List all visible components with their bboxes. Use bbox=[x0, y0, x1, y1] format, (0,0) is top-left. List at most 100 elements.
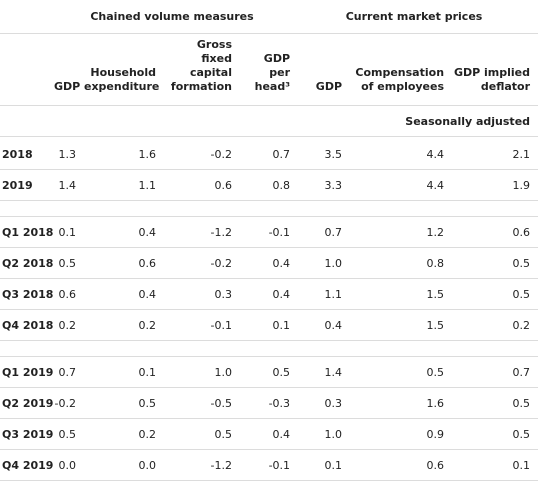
table-row: Q2 2019 -0.2 0.5 -0.5 -0.3 0.3 1.6 0.5 bbox=[0, 387, 538, 419]
table-cell: 0.5 bbox=[452, 418, 538, 450]
table-cell: 0.5 bbox=[84, 387, 164, 419]
table-cell: 0.4 bbox=[240, 247, 299, 279]
table-cell: -0.2 bbox=[54, 387, 84, 419]
table-cell: 1.0 bbox=[164, 356, 240, 388]
group-header-chained: Chained volume measures bbox=[54, 0, 299, 34]
table-cell: 0.4 bbox=[240, 418, 299, 450]
table-cell: 0.5 bbox=[452, 387, 538, 419]
table-cell: -0.1 bbox=[164, 309, 240, 341]
table-cell: 0.6 bbox=[452, 216, 538, 248]
column-header-gdp-chained: GDP bbox=[54, 33, 84, 106]
table-row: 2019 1.4 1.1 0.6 0.8 3.3 4.4 1.9 bbox=[0, 169, 538, 201]
column-header-blank bbox=[0, 33, 54, 106]
table-cell: 1.4 bbox=[54, 169, 84, 201]
table-cell: 0.3 bbox=[298, 387, 351, 419]
column-header-compensation-of-employees: Compensation of employees bbox=[350, 33, 453, 106]
row-label: Q2 2019 bbox=[0, 387, 54, 419]
column-header-gross-fixed-capital-formation: Gross fixed capital formation bbox=[164, 33, 240, 106]
column-header-gdp-implied-deflator: GDP implied deflator bbox=[452, 33, 538, 106]
table-cell: 0.5 bbox=[164, 418, 240, 450]
column-header-row: GDP Household expenditure Gross fixed ca… bbox=[0, 33, 538, 106]
row-label: Q4 2018 bbox=[0, 309, 54, 341]
section-gap-row bbox=[0, 200, 538, 217]
table-cell: 0.0 bbox=[54, 449, 84, 481]
table-cell: 1.5 bbox=[350, 278, 453, 310]
table-cell: 0.5 bbox=[54, 418, 84, 450]
row-label: 2019 bbox=[0, 169, 54, 201]
table-cell: 0.2 bbox=[452, 309, 538, 341]
section-gap-row bbox=[0, 340, 538, 357]
row-label: 2018 bbox=[0, 139, 54, 170]
table-cell: 0.0 bbox=[84, 449, 164, 481]
group-header-blank bbox=[0, 0, 54, 34]
table-cell: -0.2 bbox=[164, 247, 240, 279]
table-cell: 0.4 bbox=[240, 278, 299, 310]
table-cell: 0.4 bbox=[298, 309, 351, 341]
row-label: Q1 2018 bbox=[0, 216, 54, 248]
column-header-gdp-current: GDP bbox=[298, 33, 351, 106]
table-cell: 0.6 bbox=[350, 449, 453, 481]
table-cell: 0.5 bbox=[350, 356, 453, 388]
seasonally-adjusted-label: Seasonally adjusted bbox=[0, 105, 538, 137]
group-header-row: Chained volume measures Current market p… bbox=[0, 0, 538, 34]
table-cell: 0.7 bbox=[54, 356, 84, 388]
table-cell: 0.4 bbox=[84, 216, 164, 248]
row-label: Q4 2019 bbox=[0, 449, 54, 481]
table-row: Q3 2019 0.5 0.2 0.5 0.4 1.0 0.9 0.5 bbox=[0, 418, 538, 450]
table-cell: 1.4 bbox=[298, 356, 351, 388]
table-cell: -0.1 bbox=[240, 216, 299, 248]
table-cell: 1.1 bbox=[84, 169, 164, 201]
table-cell: 1.5 bbox=[350, 309, 453, 341]
table-cell: 0.5 bbox=[452, 278, 538, 310]
table-cell: 0.7 bbox=[240, 139, 299, 170]
table-cell: -1.2 bbox=[164, 216, 240, 248]
table-cell: 0.1 bbox=[298, 449, 351, 481]
group-header-current: Current market prices bbox=[298, 0, 538, 34]
column-header-household-expenditure: Household expenditure bbox=[84, 33, 164, 106]
table-cell: 1.0 bbox=[298, 418, 351, 450]
table-cell: 2.1 bbox=[452, 139, 538, 170]
seasonally-adjusted-row: Seasonally adjusted bbox=[0, 105, 538, 137]
table-cell: 0.1 bbox=[84, 356, 164, 388]
table-cell: 0.8 bbox=[240, 169, 299, 201]
table-cell: 0.5 bbox=[452, 247, 538, 279]
table-cell: 0.6 bbox=[54, 278, 84, 310]
table-cell: -1.2 bbox=[164, 449, 240, 481]
table-row: Q4 2019 0.0 0.0 -1.2 -0.1 0.1 0.6 0.1 bbox=[0, 449, 538, 481]
table-cell: 0.1 bbox=[240, 309, 299, 341]
table-cell: 1.0 bbox=[298, 247, 351, 279]
row-label: Q3 2019 bbox=[0, 418, 54, 450]
table-row: Q2 2018 0.5 0.6 -0.2 0.4 1.0 0.8 0.5 bbox=[0, 247, 538, 279]
table-cell: 0.2 bbox=[84, 309, 164, 341]
table-row: Q1 2019 0.7 0.1 1.0 0.5 1.4 0.5 0.7 bbox=[0, 356, 538, 388]
table-cell: 1.6 bbox=[84, 139, 164, 170]
table-cell: 0.4 bbox=[84, 278, 164, 310]
table-row: Q1 2018 0.1 0.4 -1.2 -0.1 0.7 1.2 0.6 bbox=[0, 216, 538, 248]
table-cell: 0.6 bbox=[164, 169, 240, 201]
table-cell: 0.3 bbox=[164, 278, 240, 310]
table-cell: -0.5 bbox=[164, 387, 240, 419]
table-cell: 0.2 bbox=[54, 309, 84, 341]
table-cell: -0.3 bbox=[240, 387, 299, 419]
column-header-gdp-per-head: GDP per head³ bbox=[240, 33, 299, 106]
table-cell: 0.8 bbox=[350, 247, 453, 279]
row-label: Q1 2019 bbox=[0, 356, 54, 388]
table-cell: 1.3 bbox=[54, 139, 84, 170]
table-cell: 1.9 bbox=[452, 169, 538, 201]
table-cell: 3.5 bbox=[298, 139, 351, 170]
table-cell: 0.2 bbox=[84, 418, 164, 450]
table-cell: 1.2 bbox=[350, 216, 453, 248]
table-row: Q3 2018 0.6 0.4 0.3 0.4 1.1 1.5 0.5 bbox=[0, 278, 538, 310]
table-cell: 0.5 bbox=[54, 247, 84, 279]
table-cell: 0.7 bbox=[298, 216, 351, 248]
table-cell: 0.1 bbox=[452, 449, 538, 481]
table-cell: 0.7 bbox=[452, 356, 538, 388]
table-cell: 0.6 bbox=[84, 247, 164, 279]
table-row: 2018 1.3 1.6 -0.2 0.7 3.5 4.4 2.1 bbox=[0, 139, 538, 170]
table-cell: 0.9 bbox=[350, 418, 453, 450]
table-cell: 4.4 bbox=[350, 169, 453, 201]
table-cell: 3.3 bbox=[298, 169, 351, 201]
table-cell: 1.1 bbox=[298, 278, 351, 310]
table-cell: -0.1 bbox=[240, 449, 299, 481]
